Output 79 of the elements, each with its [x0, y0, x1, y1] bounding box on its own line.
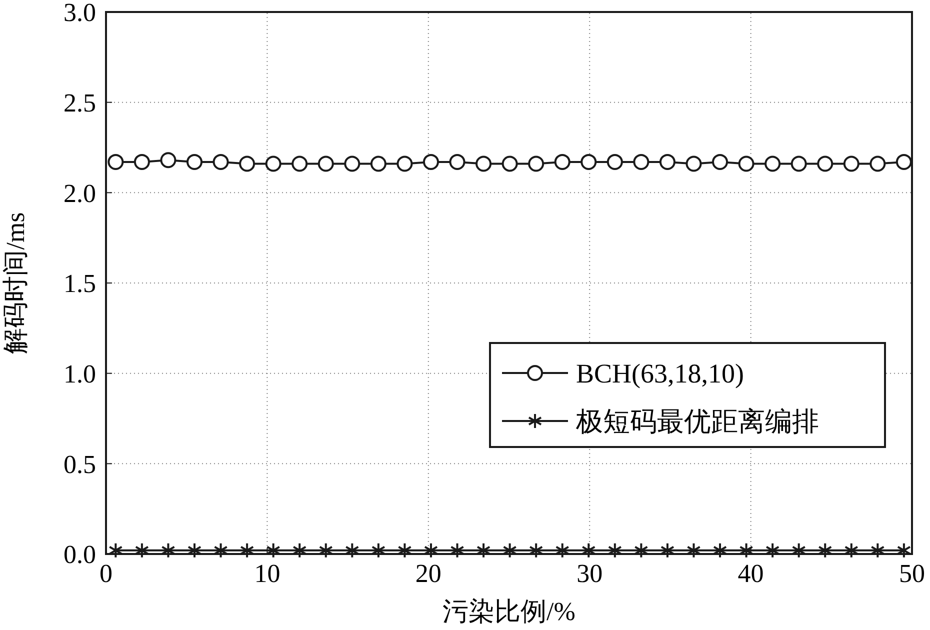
point [764, 156, 781, 172]
point [766, 542, 780, 558]
point [424, 542, 438, 558]
point [739, 542, 754, 558]
point [818, 542, 832, 558]
x-tick-label: 0 [100, 559, 112, 588]
x-tick-label: 30 [576, 559, 603, 588]
point [186, 154, 202, 170]
point [396, 156, 413, 172]
y-tick-label: 0.0 [64, 540, 96, 570]
legend-label: 极短码最优距离编排 [575, 406, 819, 436]
point [371, 542, 386, 558]
point [344, 156, 360, 172]
point [792, 542, 806, 558]
point [896, 154, 912, 170]
legend-label: BCH(63,18,10) [576, 358, 744, 388]
x-tick-label: 40 [738, 559, 764, 588]
point [398, 542, 412, 558]
point [449, 154, 466, 170]
point [870, 156, 886, 172]
point [108, 542, 123, 558]
point [608, 542, 622, 558]
y-tick-label: 1.0 [64, 359, 96, 388]
point [502, 156, 518, 172]
point [660, 542, 675, 558]
point [266, 542, 280, 558]
point [187, 542, 202, 558]
point [686, 542, 701, 558]
y-tick-label: 1.5 [64, 269, 96, 298]
point [606, 154, 623, 170]
y-tick-label: 2.5 [64, 88, 96, 118]
y-tick-label: 3.0 [64, 0, 96, 28]
point [345, 542, 360, 558]
point [214, 542, 228, 558]
point [817, 156, 834, 172]
x-tick-label: 20 [415, 559, 442, 588]
x-axis-title: 污染比例/% [442, 597, 576, 626]
point [160, 152, 176, 168]
point [292, 542, 307, 558]
point [844, 542, 858, 558]
point [239, 156, 256, 172]
point [896, 542, 911, 558]
point [870, 542, 885, 558]
point [659, 154, 676, 170]
y-tick-label: 2.0 [64, 178, 96, 208]
point [633, 154, 650, 170]
point [686, 156, 702, 172]
point [580, 154, 597, 170]
x-tick-label: 50 [899, 559, 925, 588]
point [502, 542, 517, 558]
point [265, 156, 282, 172]
point [161, 542, 176, 558]
point [318, 542, 333, 558]
point [422, 154, 439, 170]
point [634, 542, 648, 558]
y-tick-label: 0.5 [64, 450, 96, 479]
point [712, 542, 728, 558]
point [738, 156, 754, 172]
point [790, 156, 807, 172]
point [240, 542, 254, 558]
point [318, 156, 334, 172]
point [476, 542, 491, 558]
point [555, 542, 570, 558]
point [108, 154, 124, 170]
point [843, 156, 860, 172]
point [712, 154, 728, 170]
point [450, 542, 464, 558]
point [370, 156, 386, 172]
point [292, 156, 308, 172]
point [528, 156, 544, 172]
y-axis-title: 解码时间/ms [1, 212, 30, 354]
x-tick-label: 10 [254, 559, 280, 588]
point [554, 154, 570, 170]
point [134, 542, 150, 558]
point [582, 542, 596, 558]
point [134, 154, 150, 170]
point [529, 542, 544, 558]
point [212, 154, 229, 170]
point [476, 156, 492, 172]
